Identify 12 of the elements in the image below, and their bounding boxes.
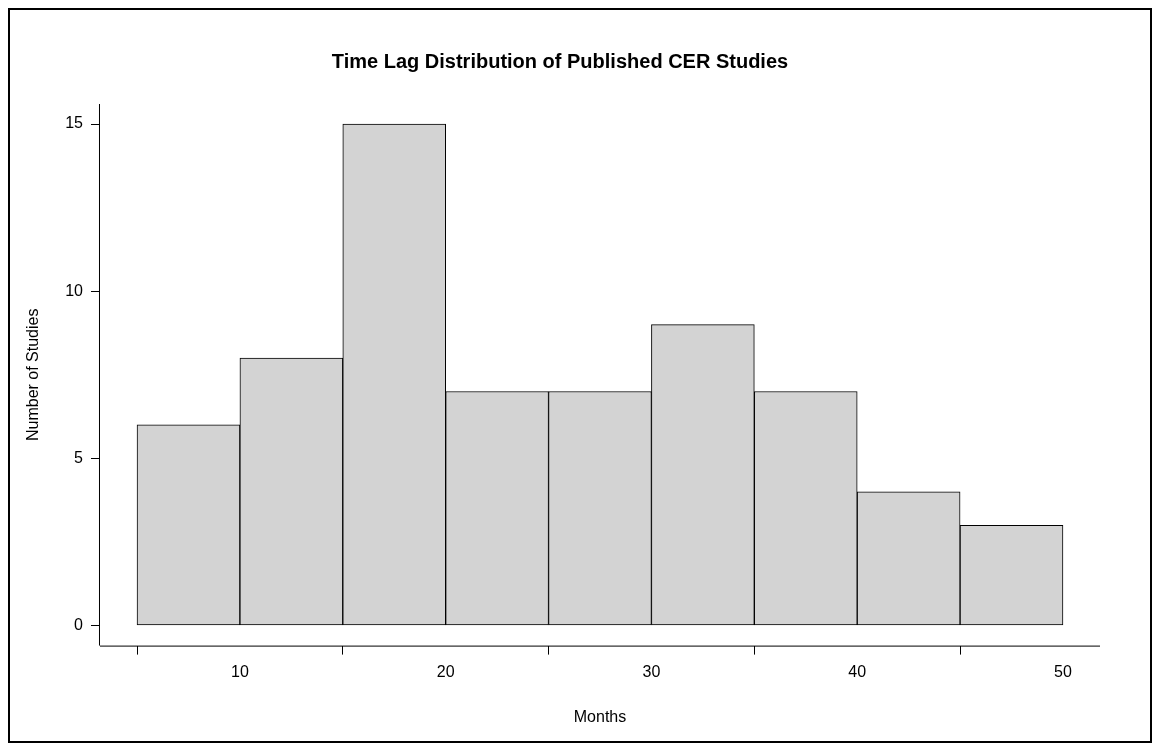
y-tick-label: 5 — [74, 448, 84, 466]
y-tick-label: 0 — [74, 615, 84, 633]
y-tick-label: 15 — [65, 114, 84, 132]
x-tick-label: 30 — [642, 662, 661, 680]
x-axis-title: Months — [573, 707, 627, 725]
x-tick-label: 10 — [231, 662, 249, 680]
y-axis-title: Number of Studies — [24, 308, 42, 442]
y-tick-label: 10 — [65, 281, 84, 299]
x-tick-label: 50 — [1054, 662, 1072, 680]
chart-title: Time Lag Distribution of Published CER Studies — [331, 49, 789, 72]
x-tick-label: 40 — [848, 662, 867, 680]
x-tick-label: 20 — [436, 662, 455, 680]
